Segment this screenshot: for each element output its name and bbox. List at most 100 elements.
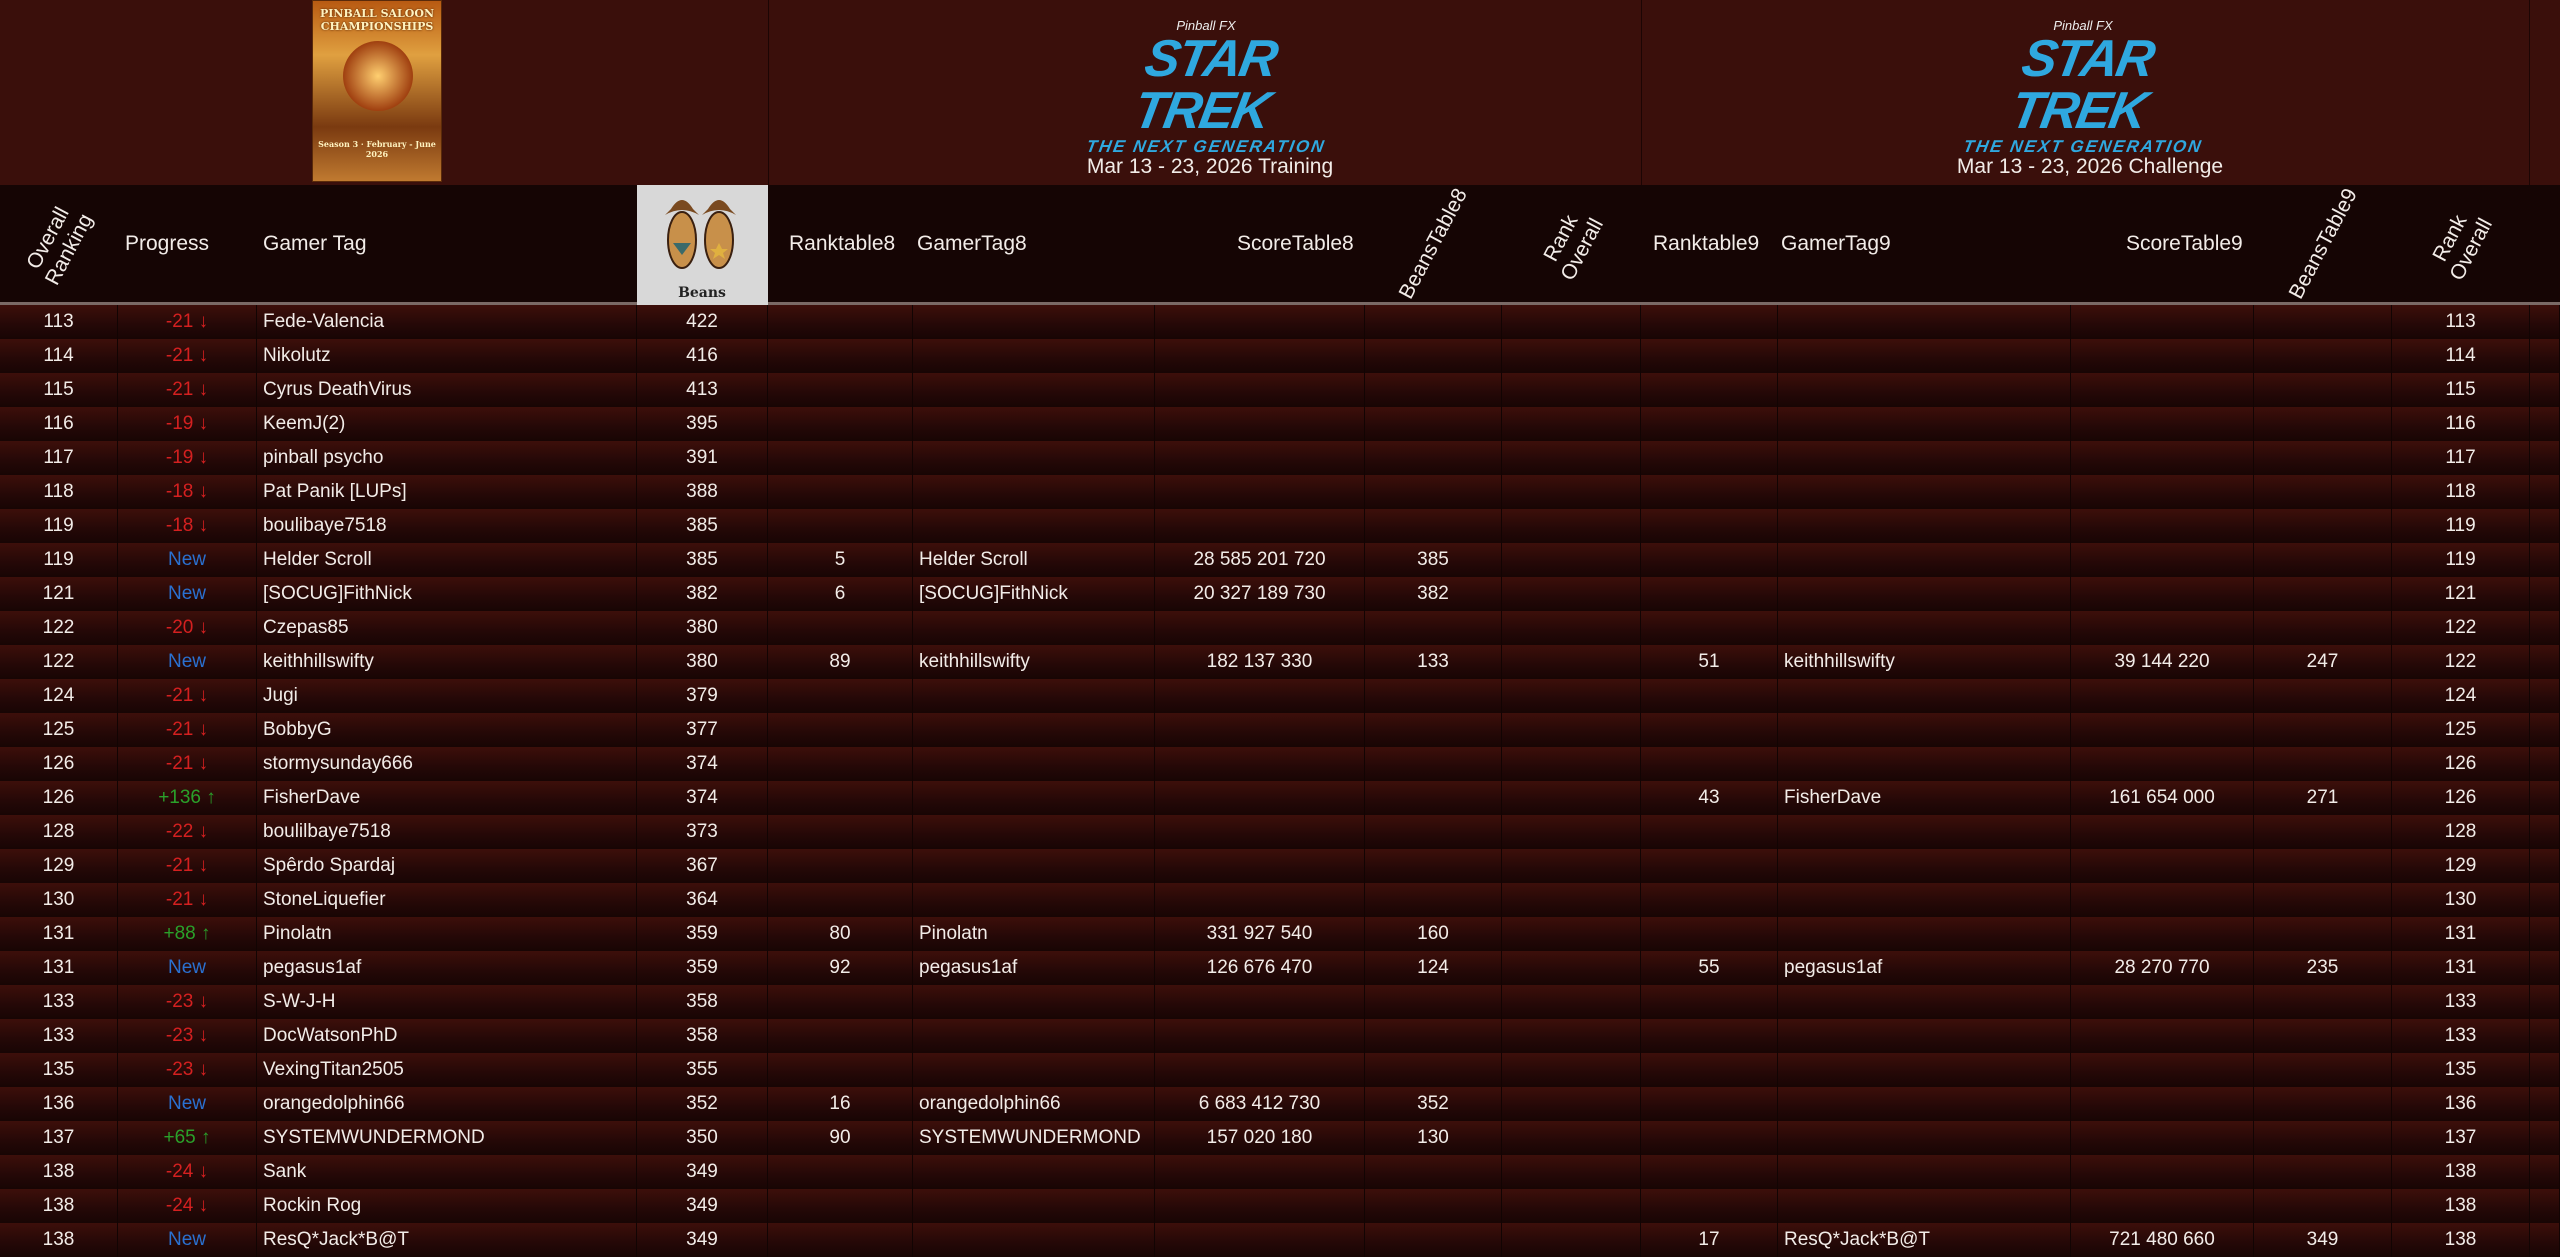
header-beanstable9[interactable]: BeansTable9 [2284,184,2362,303]
header-ranktable9[interactable]: Ranktable9 [1653,231,1760,255]
table-row[interactable]: 116 -19 ↓ KeemJ(2) 395 116 [0,407,2560,441]
header-rank-overall-9[interactable]: Rank Overall [2427,210,2497,284]
overall-rank-cell: 119 [0,509,118,543]
beans-cell: 359 [637,917,768,951]
gamertag8-cell [913,747,1155,781]
gamertag8-cell [913,509,1155,543]
ranktable9-cell [1641,441,1778,475]
gamertag8-cell: keithhillswifty [913,645,1155,679]
header-beanstable8[interactable]: BeansTable8 [1394,184,1472,303]
table-row[interactable]: 115 -21 ↓ Cyrus DeathVirus 413 115 [0,373,2560,407]
table-row[interactable]: 138 New ResQ*Jack*B@T 349 17 ResQ*Jack*B@T 721… [0,1223,2560,1257]
ranktable9-cell [1641,849,1778,883]
table-row[interactable]: 136 New orangedolphin66 352 16 orangedolphin6… [0,1087,2560,1121]
spacer-cell [2530,1053,2560,1087]
header-scoretable8[interactable]: ScoreTable8 [1237,231,1354,255]
table-row[interactable]: 128 -22 ↓ boulilbaye7518 373 128 [0,815,2560,849]
table-row[interactable]: 130 -21 ↓ StoneLiquefier 364 130 [0,883,2560,917]
beanstable9-cell [2254,849,2392,883]
rank-overall9-cell: 135 [2392,1053,2530,1087]
scoretable9-cell [2071,985,2254,1019]
header-ranktable8[interactable]: Ranktable8 [789,231,896,255]
progress-cell: New [118,543,257,577]
gamer-tag-cell: ResQ*Jack*B@T [257,1223,637,1257]
table-row[interactable]: 126 -21 ↓ stormysunday666 374 126 [0,747,2560,781]
scoretable9-cell: 39 144 220 [2071,645,2254,679]
gamertag8-cell [913,373,1155,407]
table-row[interactable]: 117 -19 ↓ pinball psycho 391 117 [0,441,2560,475]
ranktable9-cell [1641,407,1778,441]
gamertag9-cell [1778,815,2071,849]
header-rank-overall-8[interactable]: Rank Overall [1538,210,1608,284]
gamer-tag-cell: KeemJ(2) [257,407,637,441]
header-progress[interactable]: Progress [125,231,210,255]
table-row[interactable]: 138 -24 ↓ Rockin Rog 349 138 [0,1189,2560,1223]
table-row[interactable]: 122 -20 ↓ Czepas85 380 122 [0,611,2560,645]
beanstable8-cell [1365,373,1502,407]
table-row[interactable]: 118 -18 ↓ Pat Panik [LUPs] 388 118 [0,475,2560,509]
progress-cell: -21 ↓ [118,339,257,373]
table-row[interactable]: 119 -18 ↓ boulibaye7518 385 119 [0,509,2560,543]
table-row[interactable]: 138 -24 ↓ Sank 349 138 [0,1155,2560,1189]
table-row[interactable]: 122 New keithhillswifty 380 89 keithhillswift… [0,645,2560,679]
spacer-cell [2530,1223,2560,1257]
table-row[interactable]: 124 -21 ↓ Jugi 379 124 [0,679,2560,713]
rank-overall9-cell: 126 [2392,747,2530,781]
table-row[interactable]: 131 New pegasus1af 359 92 pegasus1af 126 676 4… [0,951,2560,985]
header-gamer-tag[interactable]: Gamer Tag [263,231,367,255]
table-row[interactable]: 119 New Helder Scroll 385 5 Helder Scroll 28 5… [0,543,2560,577]
rank-overall8-cell [1502,509,1641,543]
gamertag9-cell [1778,1087,2071,1121]
table-row[interactable]: 135 -23 ↓ VexingTitan2505 355 135 [0,1053,2560,1087]
ranktable8-cell [768,1189,913,1223]
scoretable8-cell: 20 327 189 730 [1155,577,1365,611]
scoretable9-cell [2071,849,2254,883]
gamertag9-cell [1778,441,2071,475]
gamertag9-cell [1778,475,2071,509]
table-row[interactable]: 137 +65 ↑ SYSTEMWUNDERMOND 350 90 SYSTEMWUNDE… [0,1121,2560,1155]
scoretable8-cell: 28 585 201 720 [1155,543,1365,577]
beanstable9-cell [2254,815,2392,849]
rank-overall8-cell [1502,407,1641,441]
ranktable8-cell [768,781,913,815]
gamertag9-cell [1778,305,2071,339]
rank-overall9-cell: 138 [2392,1189,2530,1223]
gamertag8-cell [913,339,1155,373]
spacer-cell [2530,1019,2560,1053]
table-row[interactable]: 113 -21 ↓ Fede-Valencia 422 113 [0,305,2560,339]
table-row[interactable]: 133 -23 ↓ DocWatsonPhD 358 133 [0,1019,2560,1053]
table-row[interactable]: 126 +136 ↑ FisherDave 374 43 FisherDave 161 65… [0,781,2560,815]
scoretable9-cell [2071,713,2254,747]
spacer-cell [2530,645,2560,679]
header-gamertag8[interactable]: GamerTag8 [917,231,1027,255]
spacer-cell [2530,815,2560,849]
gamer-tag-cell: Spêrdo Spardaj [257,849,637,883]
spacer-cell [2530,475,2560,509]
beanstable8-cell [1365,407,1502,441]
ranktable8-cell [768,713,913,747]
header-gamertag9[interactable]: GamerTag9 [1781,231,1891,255]
overall-rank-cell: 133 [0,985,118,1019]
table-row[interactable]: 114 -21 ↓ Nikolutz 416 114 [0,339,2560,373]
table-row[interactable]: 121 New [SOCUG]FithNick 382 6 [SOCUG]FithNick… [0,577,2560,611]
challenge-section-title: Mar 13 - 23, 2026 Challenge [1956,155,2224,178]
progress-cell: -18 ↓ [118,509,257,543]
gamer-tag-cell: DocWatsonPhD [257,1019,637,1053]
beanstable9-cell [2254,509,2392,543]
progress-cell: -21 ↓ [118,373,257,407]
rank-overall8-cell [1502,305,1641,339]
overall-rank-cell: 122 [0,611,118,645]
table-row[interactable]: 133 -23 ↓ S-W-J-H 358 133 [0,985,2560,1019]
beanstable8-cell: 133 [1365,645,1502,679]
header-overall-ranking[interactable]: Overall Ranking [22,202,98,289]
table-row[interactable]: 125 -21 ↓ BobbyG 377 125 [0,713,2560,747]
table-row[interactable]: 131 +88 ↑ Pinolatn 359 80 Pinolatn 331 927 540… [0,917,2560,951]
rank-overall8-cell [1502,917,1641,951]
gamer-tag-cell: pegasus1af [257,951,637,985]
scoretable8-cell: 182 137 330 [1155,645,1365,679]
beans-cell: 422 [637,305,768,339]
header-scoretable9[interactable]: ScoreTable9 [2126,231,2243,255]
progress-cell: New [118,577,257,611]
gamer-tag-cell: Czepas85 [257,611,637,645]
table-row[interactable]: 129 -21 ↓ Spêrdo Spardaj 367 129 [0,849,2560,883]
